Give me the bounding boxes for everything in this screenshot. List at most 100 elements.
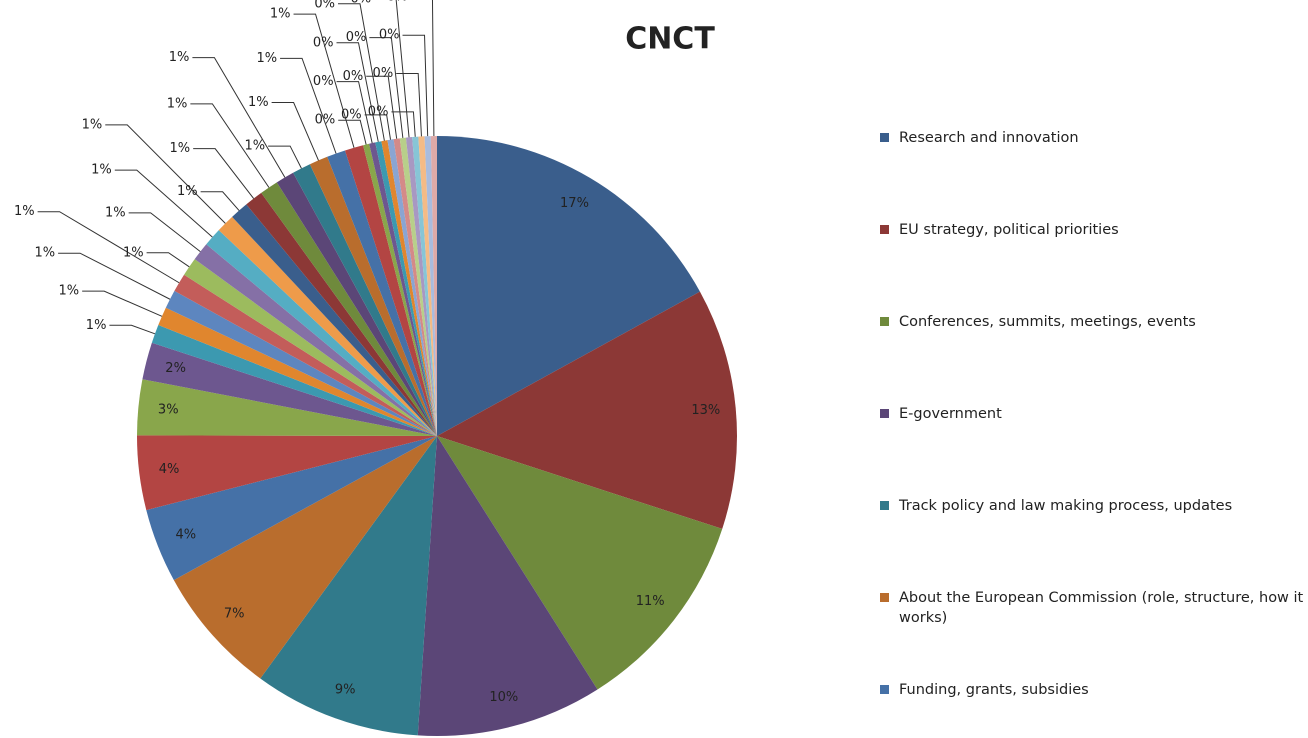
legend-swatch <box>880 225 889 234</box>
data-label: 0% <box>341 107 362 122</box>
leader-line <box>337 3 385 141</box>
pie-slice <box>137 379 437 436</box>
leader-line <box>128 212 201 253</box>
leader-line <box>338 119 367 145</box>
data-label: 9% <box>335 682 356 697</box>
data-label: 0% <box>350 0 371 6</box>
legend-swatch <box>880 685 889 694</box>
data-label: 3% <box>158 403 179 418</box>
leader-line <box>364 114 392 140</box>
data-label: 1% <box>86 318 107 333</box>
data-label: 0% <box>314 0 335 11</box>
data-label: 11% <box>636 594 665 609</box>
data-label: 1% <box>59 284 80 299</box>
data-label: 1% <box>256 51 277 66</box>
pie-slice <box>309 156 437 436</box>
legend-swatch <box>880 501 889 510</box>
leader-line <box>268 145 302 169</box>
data-label: 0% <box>313 74 334 89</box>
data-label: 0% <box>313 35 334 50</box>
leader-line <box>396 72 422 137</box>
data-label: 1% <box>34 246 55 261</box>
legend-item: EU strategy, political priorities <box>880 220 1304 240</box>
legend-item: About the European Commission (role, str… <box>880 588 1304 628</box>
leader-line <box>37 211 180 284</box>
data-label: 1% <box>170 141 191 156</box>
pie-slice <box>137 435 437 511</box>
leader-line <box>105 124 226 224</box>
data-label: 0% <box>387 0 408 5</box>
data-label: 7% <box>224 607 245 622</box>
pie-slice <box>293 164 437 436</box>
leader-line <box>58 252 171 300</box>
leader-line <box>336 42 379 142</box>
legend-item: Conferences, summits, meetings, events <box>880 312 1304 332</box>
pie-slice <box>437 436 723 690</box>
chart-title: CNCT <box>625 22 715 57</box>
data-label: 1% <box>248 95 269 110</box>
data-label: 4% <box>175 527 196 542</box>
data-label: 0% <box>315 113 336 128</box>
leader-line <box>336 81 373 144</box>
pie-slice <box>206 230 437 436</box>
pie-slice <box>363 143 437 437</box>
legend-swatch <box>880 409 889 418</box>
leader-line <box>193 148 255 199</box>
data-label: 17% <box>560 196 589 211</box>
data-label: 1% <box>82 117 103 132</box>
pie-slice <box>399 137 437 436</box>
legend-swatch <box>880 133 889 142</box>
pie-slice <box>246 192 437 436</box>
pie-slice <box>437 291 737 529</box>
pie-slice <box>218 216 437 436</box>
legend-item: Research and innovation <box>880 128 1304 148</box>
leader-line <box>200 191 240 211</box>
leader-line <box>369 37 404 139</box>
pie-slice <box>424 136 437 436</box>
data-label: 0% <box>379 28 400 43</box>
legend-label: Track policy and law making process, upd… <box>899 498 1233 514</box>
leader-line <box>190 103 270 188</box>
leader-line <box>402 34 429 137</box>
data-label: 1% <box>14 204 35 219</box>
data-label: 4% <box>159 462 180 477</box>
pie-slice <box>151 324 437 436</box>
pie-slice <box>381 140 437 436</box>
legend-label: Research and innovation <box>899 130 1079 146</box>
leader-line <box>82 290 163 317</box>
data-label: 1% <box>245 139 266 154</box>
data-label: 0% <box>346 30 367 45</box>
legend-label: Funding, grants, subsidies <box>899 682 1089 698</box>
pie-slice <box>417 436 598 736</box>
data-label: 1% <box>91 163 112 178</box>
pie-slice <box>184 259 437 436</box>
legend-label: EU strategy, political priorities <box>899 222 1119 238</box>
pie-slice <box>412 136 437 436</box>
pie-slice <box>393 138 437 436</box>
pie-slice <box>369 142 437 436</box>
data-label: 10% <box>489 690 518 705</box>
pie-slice <box>261 182 437 436</box>
leader-line <box>293 13 355 148</box>
leader-line <box>431 0 435 137</box>
pie-slice <box>260 436 437 736</box>
pie-slice <box>174 274 438 436</box>
pie-slice <box>232 204 437 436</box>
leader-line <box>192 57 286 178</box>
pie-slice <box>418 136 437 436</box>
pie-slice <box>405 137 437 436</box>
legend-item: Track policy and law making process, upd… <box>880 496 1304 516</box>
leader-line <box>146 252 190 268</box>
leader-line <box>395 0 410 138</box>
pie-slice <box>276 172 437 436</box>
data-label: 1% <box>270 7 291 22</box>
leader-line <box>271 102 319 161</box>
leader-line <box>114 169 213 238</box>
pie-slice <box>387 139 437 436</box>
data-label: 1% <box>177 184 198 199</box>
data-label: 1% <box>169 50 190 65</box>
leader-line <box>280 57 337 154</box>
data-label: 0% <box>373 66 394 81</box>
